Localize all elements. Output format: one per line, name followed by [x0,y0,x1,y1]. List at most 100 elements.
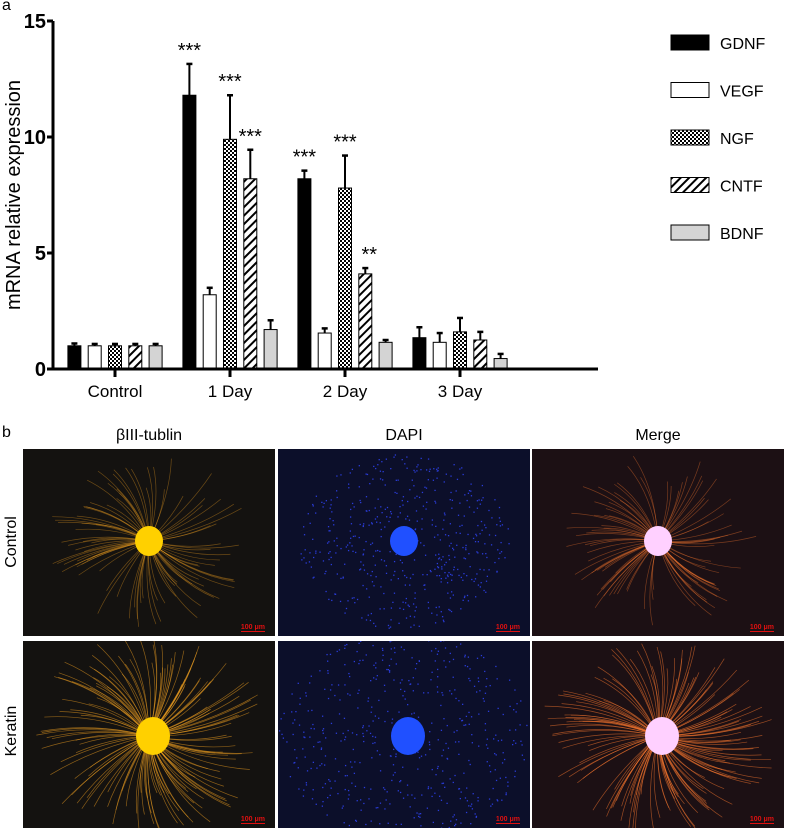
neurite [54,676,150,737]
nucleus-dot [371,570,373,573]
nucleus-dot [399,505,401,508]
nucleus-dot [349,542,351,544]
micrograph-keratin-tubulin: 100 μm [23,641,275,828]
nucleus-dot [476,507,479,509]
nucleus-dot [368,798,370,800]
nucleus-dot [440,641,442,643]
nucleus-dot [427,692,429,694]
nucleus-dot [435,606,437,609]
nucleus-dot [286,741,288,743]
nucleus-dot [485,580,488,582]
nucleus-dot [493,738,495,740]
nucleus-dot [375,467,377,470]
bar-gdnf [67,345,82,370]
nucleus-dot [446,757,448,760]
nucleus-dot [370,522,373,524]
nucleus-dot [376,675,378,677]
nucleus-dot [449,498,451,501]
legend-label: GDNF [720,36,766,53]
nucleus-dot [514,775,516,778]
nucleus-dot [348,672,350,675]
nucleus-dot [409,683,411,686]
nucleus-dot [322,506,324,508]
nucleus-dot [359,761,361,764]
nucleus-dot [319,741,321,743]
bar-gdnf [182,94,197,370]
nucleus-dot [475,816,477,818]
nucleus-dot [335,732,338,734]
nucleus-dot [480,520,483,523]
legend-label: NGF [720,131,754,148]
nucleus-dot [486,761,488,763]
nucleus-dot [419,813,422,815]
nucleus-dot [360,809,362,811]
nucleus-dot [414,668,417,670]
nucleus-dot [379,550,381,553]
nucleus-dot [345,546,347,548]
nucleus-dot [470,716,473,718]
nucleus-dot [413,624,415,626]
nucleus-dot [402,695,404,697]
nucleus-dot [370,543,372,546]
nucleus-dot [496,678,498,680]
nucleus-dot [294,761,296,764]
nucleus-dot [325,570,327,573]
nucleus-dot [406,576,408,579]
nucleus-dot [369,482,371,485]
nucleus-dot [424,554,427,556]
nucleus-dot [452,781,454,784]
nucleus-dot [296,757,298,759]
nucleus-dot [427,786,430,788]
nucleus-dot [449,778,451,780]
nucleus-dot [359,569,361,571]
bar-bdnf [378,341,393,370]
nucleus-dot [455,697,457,700]
nucleus-dot [462,473,464,476]
nucleus-dot [431,524,433,526]
nucleus-dot [386,506,389,509]
nucleus-dot [463,724,465,726]
nucleus-dot [477,584,480,586]
nucleus-dot [460,822,462,824]
nucleus-dot [350,523,353,525]
nucleus-dot [325,590,327,593]
nucleus-dot [389,641,391,643]
nucleus-dot [359,523,361,526]
nucleus-dot [307,710,309,712]
nucleus-dot [466,665,469,668]
nucleus-dot [454,824,456,827]
nucleus-dot [334,593,336,595]
nucleus-dot [414,471,416,473]
nucleus-dot [409,489,411,491]
nucleus-dot [468,723,470,725]
nucleus-dot [399,607,401,609]
nucleus-dot [394,771,396,774]
nucleus-dot [349,472,351,474]
nucleus-dot [409,584,411,586]
nucleus-dot [501,762,504,764]
micrograph-keratin-dapi: 100 μm [278,641,530,828]
nucleus-dot [481,553,484,555]
nucleus-dot [327,526,330,528]
nucleus-dot [472,537,475,540]
nucleus-dot [379,478,382,480]
nucleus-dot [421,794,423,796]
nucleus-dot [404,574,406,577]
nucleus-dot [356,650,358,653]
nucleus-dot [443,512,446,514]
nucleus-dot [325,500,328,502]
nucleus-dot [374,715,377,717]
nucleus-dot [477,541,480,543]
nucleus-dot [330,563,333,566]
nucleus-dot [378,699,380,702]
nucleus-dot [448,826,450,828]
ganglion-body [135,526,163,556]
ganglion-body [644,526,672,556]
ganglion-body [391,717,425,755]
nucleus-dot [454,689,456,691]
nucleus-dot [329,653,332,656]
nucleus-dot [395,823,397,826]
nucleus-dot [326,542,329,544]
nucleus-dot [450,475,452,477]
nucleus-dot [368,509,370,512]
